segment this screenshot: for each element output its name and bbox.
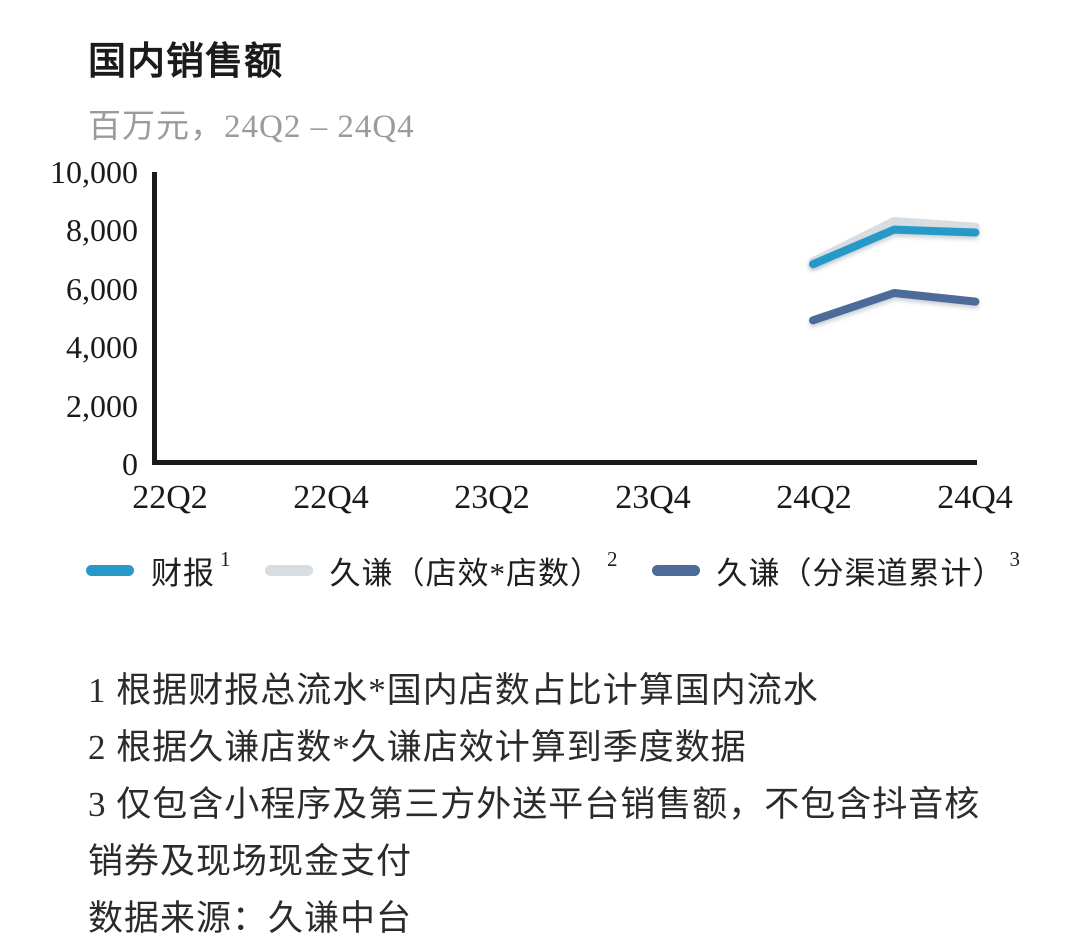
legend-item-caibao: 财报 1 (86, 546, 231, 593)
legend-item-jiuqian-channel: 久谦（分渠道累计） 3 (651, 546, 1021, 593)
legend-footnote-marker: 3 (1009, 546, 1021, 571)
footnote-line: 3 仅包含小程序及第三方外送平台销售额，不包含抖音核 (88, 785, 981, 824)
series-lines (809, 217, 980, 325)
y-tick-label: 2,000 (66, 387, 138, 424)
chart-subtitle: 百万元，24Q2 – 24Q4 (88, 109, 415, 145)
data-source-line: 数据来源：久谦中台 (88, 899, 413, 938)
footnote-line: 2 根据久谦店数*久谦店效计算到季度数据 (88, 728, 747, 767)
y-axis: 10,000 8,000 6,000 4,000 2,000 0 (0, 156, 138, 480)
x-tick-label: 23Q4 (615, 479, 691, 516)
footnotes: 1 根据财报总流水*国内店数占比计算国内流水 2 根据久谦店数*久谦店效计算到季… (88, 662, 1048, 947)
series-line-1 (809, 217, 980, 266)
plot-area (152, 172, 980, 465)
x-tick-label: 22Q2 (132, 479, 208, 516)
series-line-2 (809, 289, 980, 325)
legend-label: 久谦（店效*店数） (329, 555, 602, 591)
x-axis: 22Q2 22Q4 23Q2 23Q4 24Q2 24Q4 (125, 478, 1020, 518)
y-tick-label: 10,000 (50, 154, 138, 190)
chart-header: 国内销售额 百万元，24Q2 – 24Q4 (88, 30, 415, 147)
legend-swatch (264, 564, 313, 576)
y-tick-label: 8,000 (66, 212, 138, 249)
legend-label: 财报 (151, 555, 215, 591)
series-line-0 (809, 225, 980, 269)
legend-footnote-marker: 1 (220, 546, 231, 571)
x-tick-label: 22Q4 (293, 479, 369, 516)
legend-label: 久谦（分渠道累计） (716, 555, 1005, 591)
legend-footnote-marker: 2 (607, 546, 618, 571)
footnote-line: 销券及现场现金支付 (88, 842, 413, 881)
chart-title: 国内销售额 (88, 41, 284, 83)
y-tick-label: 4,000 (66, 329, 138, 366)
x-tick-label: 24Q4 (937, 479, 1013, 516)
legend-swatch (651, 564, 700, 576)
legend-swatch (86, 564, 134, 576)
x-tick-label: 23Q2 (454, 479, 530, 516)
y-tick-label: 0 (122, 445, 138, 482)
y-tick-label: 6,000 (66, 270, 138, 307)
chart-legend: 财报 1 久谦（店效*店数） 2 久谦（分渠道累计） 3 (86, 546, 1021, 593)
legend-item-jiuqian-store: 久谦（店效*店数） 2 (264, 546, 618, 593)
x-tick-label: 24Q2 (776, 479, 852, 516)
footnote-line: 1 根据财报总流水*国内店数占比计算国内流水 (88, 671, 819, 710)
